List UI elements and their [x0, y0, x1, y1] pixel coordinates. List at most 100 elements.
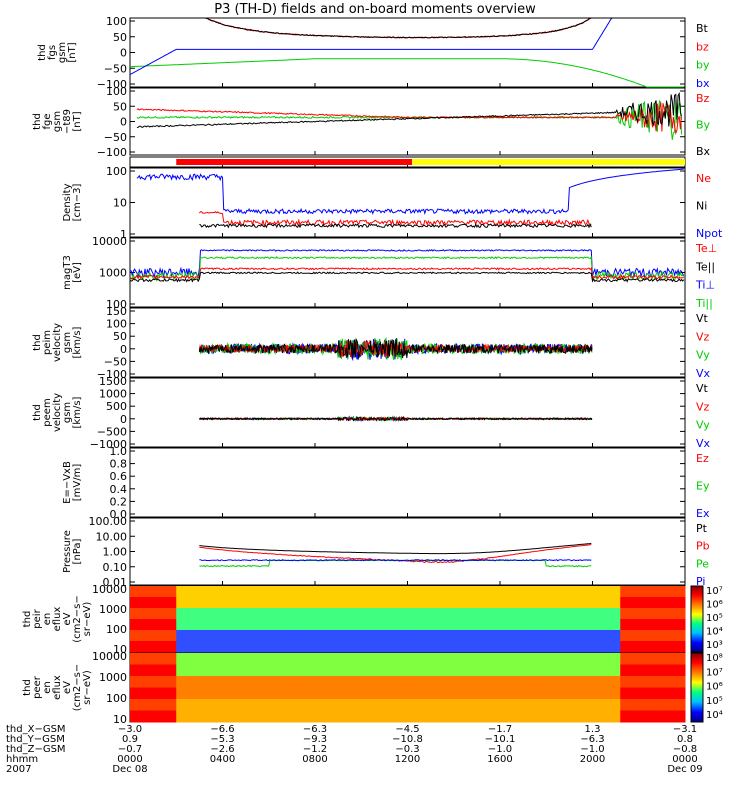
- spectrogram-cell: [278, 619, 288, 631]
- spectrogram-cell: [564, 630, 575, 642]
- spectrogram-cell: [416, 630, 427, 642]
- spectrogram-cell: [500, 586, 510, 598]
- spectrogram-cell: [537, 653, 547, 665]
- spectrogram-cell: [537, 608, 547, 620]
- spectrogram-cell: [601, 664, 612, 677]
- y-axis-label: en: [42, 681, 53, 694]
- by-trace: [136, 99, 682, 140]
- spectrogram-cell: [481, 710, 492, 723]
- spectrogram-cell: [352, 630, 362, 642]
- spectrogram-cell: [231, 586, 242, 598]
- spectrogram-cell: [592, 699, 603, 711]
- spectrogram-cell: [231, 630, 242, 642]
- spectrogram-cell: [555, 608, 566, 620]
- spectrogram-cell: [481, 608, 492, 620]
- spectrogram-cell: [333, 664, 344, 677]
- spectrogram-cell: [472, 664, 482, 677]
- spectrogram-cell: [213, 597, 223, 609]
- spectrogram-cell: [444, 676, 455, 688]
- spectrogram-cell: [287, 597, 297, 609]
- y-tick-label: 100: [106, 85, 127, 98]
- spectrogram-cell: [342, 699, 353, 711]
- spectrogram-cell: [213, 676, 223, 688]
- legend-entry: Ne: [696, 172, 711, 185]
- spectrogram-cell: [352, 710, 362, 723]
- spectrogram-cell: [675, 710, 686, 723]
- spectrogram-cell: [666, 653, 677, 665]
- spectrogram-cell: [611, 710, 621, 723]
- spectrogram-cell: [620, 586, 630, 598]
- spectrogram-cell: [416, 653, 427, 665]
- spectrogram-cell: [666, 641, 677, 653]
- spectrogram-cell: [370, 630, 381, 642]
- spectrogram-cell: [426, 699, 436, 711]
- spectrogram-cell: [296, 687, 307, 700]
- spectrogram-cell: [231, 676, 242, 688]
- y-tick-label: −100: [97, 146, 127, 159]
- spectrogram-cell: [611, 664, 621, 677]
- spectrogram-cell: [241, 597, 251, 609]
- legend-entry: Bt: [696, 22, 709, 35]
- spectrogram-cell: [139, 699, 149, 711]
- spectrogram-cell: [352, 597, 362, 609]
- spectrogram-cell: [268, 664, 279, 677]
- spectrogram-cell: [537, 619, 547, 631]
- te-perp-trace: [129, 266, 684, 280]
- spectrogram-cell: [675, 597, 686, 609]
- y-tick-label: −100: [97, 368, 127, 381]
- spectrogram-cell: [213, 699, 223, 711]
- spectrogram-cell: [518, 676, 529, 688]
- spectrogram-cell: [416, 586, 427, 598]
- spectrogram-cell: [426, 608, 436, 620]
- spectrogram-cell: [389, 710, 399, 723]
- spectrogram-cell: [453, 664, 464, 677]
- spectrogram-cell: [527, 630, 538, 642]
- spectrogram-cell: [213, 630, 223, 642]
- spectrogram-cell: [241, 630, 251, 642]
- spectrogram-cell: [583, 710, 593, 723]
- vt-trace: [198, 337, 593, 359]
- spectrogram-cell: [148, 619, 159, 631]
- spectrogram-cell: [574, 586, 584, 598]
- spectrogram-cell: [537, 641, 547, 653]
- spectrogram-cell: [638, 676, 649, 688]
- y-tick-label: 100: [106, 692, 127, 705]
- spectrogram-cell: [259, 619, 270, 631]
- spectrogram-cell: [305, 597, 316, 609]
- spectrogram-cell: [555, 676, 566, 688]
- spectrogram-cell: [278, 641, 288, 653]
- spectrogram-cell: [231, 699, 242, 711]
- spectrogram-cell: [342, 641, 353, 653]
- spectrogram-cell: [213, 586, 223, 598]
- spectrogram-cell: [629, 641, 640, 653]
- spectrogram-cell: [130, 630, 140, 642]
- spectrogram-cell: [148, 676, 159, 688]
- spectrogram-cell: [268, 641, 279, 653]
- spectrogram-cell: [657, 699, 667, 711]
- spectrogram-cell: [185, 586, 196, 598]
- spectrogram-cell: [583, 664, 593, 677]
- y-axis-label: [nPa]: [72, 538, 83, 564]
- spectrogram-cell: [250, 699, 260, 711]
- spectrogram-cell: [287, 619, 297, 631]
- spectrogram-cell: [453, 630, 464, 642]
- y-tick-label: 150: [106, 305, 127, 318]
- y-axis-label: thd: [22, 611, 33, 628]
- spectrogram-cell: [648, 630, 658, 642]
- spectrogram-cell: [574, 641, 584, 653]
- spectrogram-cell: [305, 653, 316, 665]
- spectrogram-cell: [564, 664, 575, 677]
- spectrogram-cell: [592, 619, 603, 631]
- spectrogram-cell: [426, 641, 436, 653]
- y-tick-label: 10: [113, 197, 127, 210]
- spectrogram-cell: [629, 687, 640, 700]
- spectrogram-cell: [463, 641, 473, 653]
- spectrogram-cell: [204, 664, 214, 677]
- spectrogram-cell: [574, 653, 584, 665]
- spectrogram-cell: [342, 619, 353, 631]
- spectrogram-cell: [555, 597, 566, 609]
- spectrogram-cell: [629, 676, 640, 688]
- spectrogram-cell: [213, 710, 223, 723]
- spectrogram-cell: [546, 664, 556, 677]
- spectrogram-cell: [592, 687, 603, 700]
